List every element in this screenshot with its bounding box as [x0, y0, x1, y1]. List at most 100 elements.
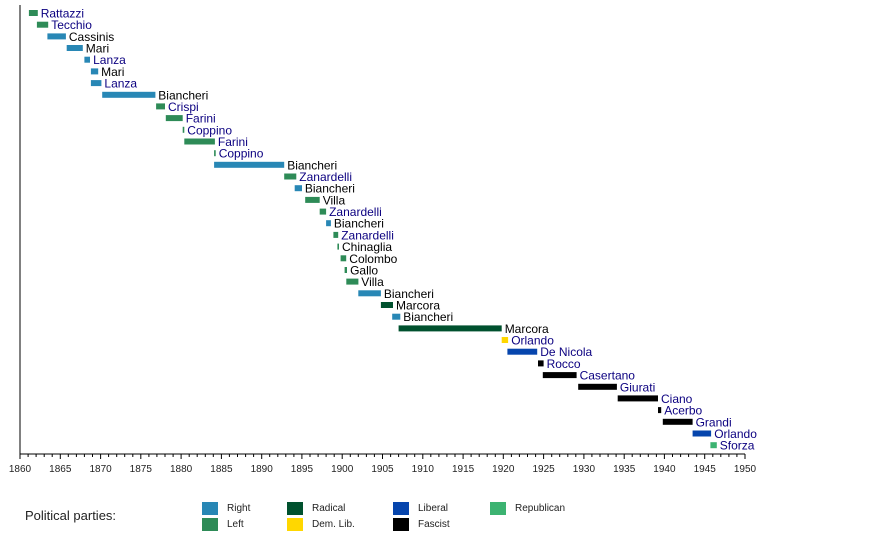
term-bar [578, 383, 617, 390]
legend-item-left: Left [202, 518, 244, 531]
officeholder-label: Marcora [396, 299, 440, 313]
officeholder-label: Biancheri [403, 310, 453, 324]
term-bar [710, 442, 717, 449]
term-bar [501, 337, 509, 343]
term-bar [507, 348, 538, 355]
term-bar [84, 56, 90, 63]
term-bar [214, 161, 285, 168]
x-tick-label: 1910 [412, 464, 435, 475]
legend-label-dem-lib: Dem. Lib. [312, 519, 355, 530]
term-bar [90, 80, 102, 87]
term-bar [346, 278, 359, 285]
legend-item-right: Right [202, 502, 250, 515]
x-axis: 1860 1865 1870 1875 1880 1885 1890 1895 1900 1905… [9, 5, 757, 475]
officeholder-label: Mari [101, 65, 124, 79]
term-bar [90, 68, 99, 75]
officeholder-label: Cassinis [69, 30, 114, 44]
x-tick-label: 1945 [694, 464, 717, 475]
officeholder-link[interactable]: Zanardelli [299, 170, 352, 184]
legend-swatch-republican [490, 502, 506, 515]
officeholder-label: Marcora [505, 322, 549, 336]
term-bar [337, 243, 339, 250]
officeholder-link[interactable]: Giurati [620, 380, 655, 394]
term-bar [333, 231, 339, 238]
legend-label-left: Left [227, 519, 244, 530]
x-tick-label: 1930 [573, 464, 596, 475]
bars-layer: RattazziTecchioCassinisMariLanzaMariLanz… [28, 7, 757, 453]
term-bar [538, 360, 544, 367]
x-tick-label: 1950 [734, 464, 757, 475]
officeholder-link[interactable]: Ciano [661, 392, 693, 406]
legend-label-fascist: Fascist [418, 519, 450, 530]
officeholder-link[interactable]: De Nicola [540, 345, 592, 359]
legend-title: Political parties: [25, 508, 117, 523]
officeholder-link[interactable]: Coppino [187, 123, 232, 137]
officeholder-link[interactable]: Lanza [93, 53, 126, 67]
x-tick-label: 1860 [9, 464, 32, 475]
x-tick-label: 1875 [130, 464, 153, 475]
x-tick-label: 1940 [653, 464, 676, 475]
term-bar [358, 290, 381, 297]
officeholder-link[interactable]: Farini [186, 112, 216, 126]
x-tick-label: 1920 [492, 464, 515, 475]
officeholder-label: Biancheri [158, 88, 208, 102]
x-tick-label: 1885 [210, 464, 233, 475]
term-bar [36, 21, 49, 28]
officeholder-label: Gallo [350, 264, 378, 278]
term-bar [326, 220, 331, 227]
officeholder-link[interactable]: Rocco [547, 357, 581, 371]
term-bar [340, 255, 347, 262]
term-bar [214, 150, 216, 157]
term-bar [66, 45, 83, 51]
officeholder-link[interactable]: Acerbo [664, 404, 702, 418]
term-bar [184, 138, 215, 145]
officeholder-link[interactable]: Zanardelli [329, 205, 382, 219]
officeholder-label: Biancheri [334, 217, 384, 231]
x-tick-label: 1925 [532, 464, 555, 475]
term-bar [28, 10, 38, 16]
x-tick-label: 1900 [331, 464, 354, 475]
officeholder-link[interactable]: Rattazzi [41, 7, 84, 21]
term-bar [165, 115, 183, 122]
term-bar [319, 208, 327, 215]
x-tick-label: 1895 [291, 464, 314, 475]
legend-item-liberal: Liberal [393, 502, 448, 515]
x-tick-label: 1865 [49, 464, 72, 475]
legend-item-republican: Republican [490, 502, 565, 515]
term-bar [392, 313, 401, 320]
legend-swatch-left [202, 518, 218, 531]
officeholder-link[interactable]: Coppino [219, 147, 264, 161]
officeholder-link[interactable]: Grandi [696, 415, 732, 429]
officeholder-link[interactable]: Lanza [104, 77, 137, 91]
legend-swatch-dem-lib [287, 518, 303, 531]
officeholder-label: Colombo [349, 252, 397, 266]
officeholder-link[interactable]: Zanardelli [341, 228, 394, 242]
term-bar [305, 196, 320, 203]
officeholder-label: Villa [361, 275, 384, 289]
officeholder-link[interactable]: Casertano [580, 369, 636, 383]
legend-label-liberal: Liberal [418, 503, 449, 514]
term-bar [658, 407, 662, 414]
term-bar [344, 267, 347, 273]
x-tick-label: 1890 [251, 464, 274, 475]
x-tick-label: 1905 [371, 464, 394, 475]
officeholder-link[interactable]: Tecchio [51, 18, 92, 32]
legend-item-fascist: Fascist [393, 518, 450, 531]
term-bar [398, 325, 502, 332]
legend-swatch-radical [287, 502, 303, 515]
officeholder-link[interactable]: Orlando [511, 334, 554, 348]
officeholder-label: Biancheri [287, 158, 337, 172]
x-tick-label: 1880 [170, 464, 193, 475]
legend-item-dem-lib: Dem. Lib. [287, 518, 355, 531]
legend-swatch-liberal [393, 502, 409, 515]
legend-label-right: Right [227, 503, 251, 514]
officeholder-link[interactable]: Farini [218, 135, 248, 149]
officeholder-link[interactable]: Sforza [720, 439, 755, 453]
officeholder-link[interactable]: Crispi [168, 100, 199, 114]
officeholder-link[interactable]: Orlando [714, 427, 757, 441]
x-tick-label: 1915 [452, 464, 475, 475]
legend-swatch-fascist [393, 518, 409, 531]
term-bar [102, 91, 156, 98]
term-bar [294, 185, 302, 192]
term-bar [662, 418, 693, 425]
